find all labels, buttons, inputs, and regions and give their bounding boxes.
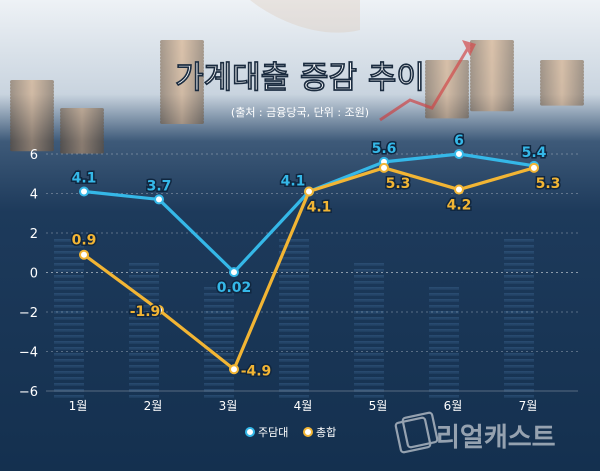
watermark-brand: 리얼캐스트 <box>436 423 556 453</box>
watermark: 리얼캐스트 <box>394 411 556 454</box>
data-point <box>379 162 389 173</box>
x-tick-label: 5월 <box>369 399 388 413</box>
background-bar-icon <box>504 239 534 398</box>
data-label: 5.4 <box>522 145 547 161</box>
data-label: 5.3 <box>386 176 411 192</box>
x-tick-label: 6월 <box>444 399 463 413</box>
x-tick-label: 2월 <box>144 399 163 413</box>
data-point <box>304 186 314 197</box>
y-tick-label: 4 <box>30 188 38 203</box>
y-axis-tick-labels: 6 4 2 0 −2 −4 −6 <box>19 148 38 400</box>
data-label: 4.1 <box>72 171 97 187</box>
rising-arrow-icon <box>379 40 476 122</box>
data-point <box>154 194 164 205</box>
x-tick-label: 4월 <box>294 399 313 413</box>
data-label: 4.2 <box>447 198 472 214</box>
coin-stack-icon <box>540 60 584 106</box>
y-tick-label: −4 <box>19 346 38 361</box>
legend-label: 총합 <box>316 426 336 439</box>
chart-title: 가계대출 증감 추이 <box>175 60 425 96</box>
chart-subtitle: (출처 : 금융당국, 단위 : 조원) <box>231 106 369 119</box>
brand-logo-icon <box>394 411 439 454</box>
data-label: 3.7 <box>147 178 172 194</box>
y-tick-label: 2 <box>30 227 38 242</box>
coin-stack-icon <box>10 80 54 152</box>
coin-stack-icon <box>425 60 469 119</box>
legend-label: 주담대 <box>258 426 288 439</box>
legend: 주담대 총합 <box>245 426 336 439</box>
data-label: 4.1 <box>307 200 332 216</box>
data-point <box>79 186 89 197</box>
data-point <box>529 162 539 173</box>
background-bar-icon <box>354 263 384 398</box>
legend-marker-icon <box>303 427 313 437</box>
coin-stack-icon <box>470 40 514 112</box>
data-point <box>79 249 89 260</box>
data-label: -1.9 <box>130 304 161 320</box>
background-bar-pattern <box>54 239 534 398</box>
data-label: 5.6 <box>372 141 397 157</box>
x-tick-label: 1월 <box>69 399 88 413</box>
data-label: 4.1 <box>281 174 306 190</box>
background-bar-icon <box>429 287 459 398</box>
x-tick-label: 7월 <box>519 399 538 413</box>
hand-icon <box>250 0 360 33</box>
x-tick-label: 3월 <box>219 399 238 413</box>
y-tick-label: 6 <box>30 148 38 163</box>
y-tick-label: −6 <box>19 385 38 400</box>
legend-marker-icon <box>245 427 255 437</box>
data-label: 5.3 <box>536 176 561 192</box>
data-label: -4.9 <box>241 363 272 379</box>
data-label: 6 <box>454 133 464 149</box>
background-bar-icon <box>54 239 84 398</box>
background-bar-icon <box>279 239 309 398</box>
y-tick-label: −2 <box>19 306 38 321</box>
data-point <box>229 267 239 278</box>
y-tick-label: 0 <box>30 267 38 282</box>
coin-stack-icon <box>60 108 104 154</box>
x-axis-tick-labels: 1월 2월 3월 4월 5월 6월 7월 <box>69 399 538 413</box>
background-decoration <box>10 0 584 154</box>
background-bar-icon <box>204 287 234 398</box>
legend-item: 총합 <box>303 426 336 439</box>
background-bar-icon <box>129 263 159 398</box>
data-point <box>229 364 239 375</box>
data-point <box>454 184 464 195</box>
data-point <box>154 305 164 316</box>
series-layer <box>79 149 539 375</box>
data-label: 0.02 <box>217 280 252 296</box>
data-label: 0.9 <box>72 233 97 249</box>
data-labels-layer: 4.1 3.7 0.02 4.1 5.6 6 5.4 0.9 -1.9 -4.9 4.1 5.3 4.2… <box>70 132 562 381</box>
data-point <box>454 149 464 159</box>
coin-stack-icon <box>160 40 204 124</box>
legend-item: 주담대 <box>245 426 288 439</box>
